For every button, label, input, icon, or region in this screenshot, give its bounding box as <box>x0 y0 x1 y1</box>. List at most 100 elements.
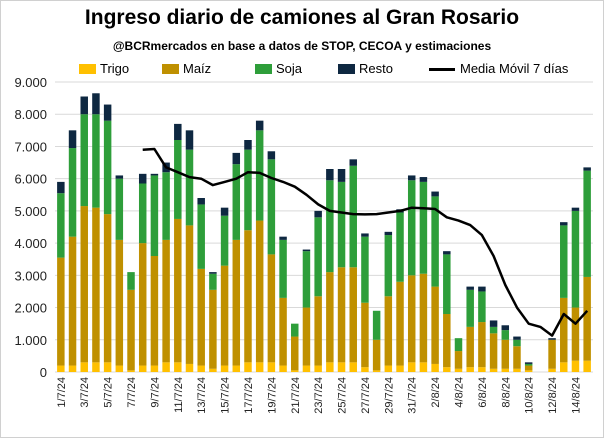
bar-maz <box>501 339 510 369</box>
x-tick-label: 8/8/24 <box>500 377 512 408</box>
bar-soja <box>279 239 287 298</box>
bar-soja <box>115 178 124 240</box>
bar-resto <box>220 207 229 216</box>
legend-label-maiz: Maíz <box>183 61 212 76</box>
bar-resto <box>279 236 287 240</box>
bar-resto <box>232 152 241 165</box>
bar-resto <box>302 249 311 252</box>
bar-maz <box>384 296 393 366</box>
bar-maz <box>372 339 381 371</box>
x-tick-label: 15/7/24 <box>220 377 232 414</box>
bar-resto <box>384 231 393 236</box>
y-tick-label: 9.000 <box>14 75 47 90</box>
bar-resto <box>524 362 533 364</box>
bar-maz <box>267 254 276 363</box>
x-tick-label: 1/7/24 <box>56 377 68 408</box>
x-tick-label: 12/8/24 <box>547 377 559 414</box>
bar-maz <box>57 257 65 366</box>
bar-resto <box>466 286 474 290</box>
bar-soja <box>361 236 369 303</box>
bar-maz <box>150 256 159 366</box>
legend-swatch-resto <box>338 64 355 74</box>
bar-trigo <box>524 370 533 372</box>
bar-resto <box>583 167 591 171</box>
bar-trigo <box>454 368 463 372</box>
bar-soja <box>466 289 474 327</box>
bar-resto <box>57 181 65 194</box>
chart-title: Ingreso diario de camiones al Gran Rosar… <box>84 6 520 29</box>
legend-swatch-trigo <box>79 64 96 74</box>
x-tick-label: 6/8/24 <box>477 377 489 408</box>
bar-trigo <box>431 363 439 372</box>
bar-soja <box>80 114 88 207</box>
bar-maz <box>174 218 182 363</box>
bar-resto <box>513 336 521 340</box>
bar-soja <box>150 175 159 256</box>
bar-soja <box>396 212 404 282</box>
bar-maz <box>513 346 521 369</box>
bar-soja <box>68 148 77 237</box>
bar-resto <box>197 198 205 205</box>
bar-soja <box>185 149 194 226</box>
bar-soja <box>314 217 322 297</box>
x-tick-label: 21/7/24 <box>290 377 302 414</box>
bar-trigo <box>138 365 147 372</box>
legend-label-soja: Soja <box>276 61 303 76</box>
chart-legend: Trigo Maíz Soja Resto Media Móvil 7 días <box>1 61 603 77</box>
bar-trigo <box>174 362 182 372</box>
bar-trigo <box>127 370 135 372</box>
bar-trigo <box>103 362 112 372</box>
bar-soja <box>244 149 252 231</box>
bar-trigo <box>384 365 393 372</box>
y-tick-label: 3.000 <box>14 268 47 283</box>
bar-resto <box>489 320 498 327</box>
bar-trigo <box>513 368 521 372</box>
bar-maz <box>419 273 428 363</box>
bar-maz <box>209 289 217 369</box>
x-tick-label: 10/8/24 <box>524 377 536 414</box>
bar-maz <box>162 239 170 363</box>
x-tick-label: 7/7/24 <box>126 377 138 408</box>
x-tick-label: 13/7/24 <box>196 377 208 414</box>
bar-soja <box>291 323 299 337</box>
bar-resto <box>150 173 159 176</box>
x-tick-label: 9/7/24 <box>149 377 161 408</box>
bar-trigo <box>302 365 311 372</box>
bar-maz <box>443 314 451 368</box>
bar-resto <box>443 251 451 255</box>
bar-maz <box>337 267 346 363</box>
bar-trigo <box>68 365 77 372</box>
bar-trigo <box>443 367 451 372</box>
bar-trigo <box>314 365 322 372</box>
bar-maz <box>489 333 498 369</box>
bar-maz <box>548 339 556 369</box>
bar-resto <box>501 325 510 331</box>
bar-maz <box>560 297 568 363</box>
legend-label-resto: Resto <box>359 61 393 76</box>
x-tick-label: 17/7/24 <box>243 377 255 414</box>
bar-maz <box>291 336 299 371</box>
bar-maz <box>302 307 311 366</box>
bar-soja <box>454 338 463 352</box>
bar-soja <box>174 140 182 219</box>
bar-resto <box>209 272 217 274</box>
y-tick-label: 4.000 <box>14 236 47 251</box>
bar-soja <box>513 339 521 347</box>
x-tick-label: 4/8/24 <box>454 377 466 408</box>
bar-trigo <box>372 370 381 372</box>
bar-maz <box>361 302 369 368</box>
legend-swatch-maiz <box>162 64 179 74</box>
bar-trigo <box>361 367 369 372</box>
x-tick-label: 23/7/24 <box>313 377 325 414</box>
bar-soja <box>571 210 580 308</box>
y-tick-label: 8.000 <box>14 107 47 122</box>
bar-resto <box>560 222 568 226</box>
bar-resto <box>244 140 252 150</box>
bar-trigo <box>466 367 474 372</box>
bar-trigo <box>209 368 217 372</box>
bar-maz <box>571 307 580 361</box>
x-tick-label: 25/7/24 <box>337 377 349 414</box>
bar-soja <box>407 180 416 276</box>
x-tick-label: 29/7/24 <box>383 377 395 414</box>
bar-maz <box>115 239 124 366</box>
